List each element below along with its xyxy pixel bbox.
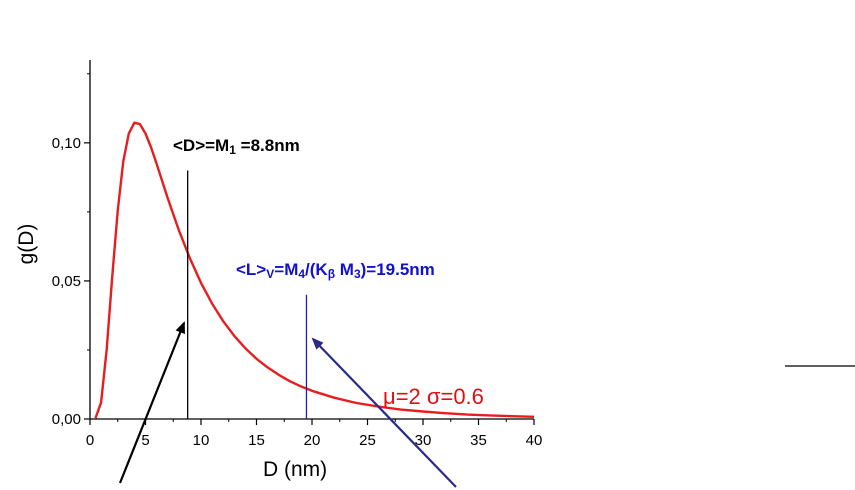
axes — [89, 60, 534, 420]
arrow-to-mean-line — [118, 321, 186, 484]
volume-annotation: <L>V=M4/(Kβ M3)=19.5nm — [236, 260, 435, 281]
x-ticks: 0 5 10 15 20 25 30 35 40 — [86, 419, 543, 449]
y-tick-label: 0,05 — [52, 273, 81, 290]
x-tick-label: 30 — [415, 432, 432, 449]
x-tick-label: 20 — [304, 432, 321, 449]
y-ticks: 0,00 0,05 0,10 — [52, 73, 90, 428]
y-axis-label: g(D) — [15, 224, 38, 265]
arrow-to-volume-line — [311, 337, 457, 488]
x-tick-label: 5 — [141, 432, 149, 449]
x-tick-label: 0 — [86, 432, 94, 449]
y-tick-label: 0,10 — [52, 135, 81, 152]
x-axis-label: D (nm) — [263, 458, 327, 481]
x-tick-label: 40 — [526, 432, 543, 449]
distribution-curve — [94, 121, 535, 419]
distribution-parameters: μ=2 σ=0.6 — [383, 384, 484, 409]
mean-annotation: <D>=M1 =8.8nm — [173, 136, 300, 157]
x-tick-label: 15 — [248, 432, 265, 449]
x-tick-label: 25 — [359, 432, 376, 449]
x-tick-label: 35 — [470, 432, 487, 449]
y-tick-label: 0,00 — [52, 411, 81, 428]
x-tick-label: 10 — [193, 432, 210, 449]
